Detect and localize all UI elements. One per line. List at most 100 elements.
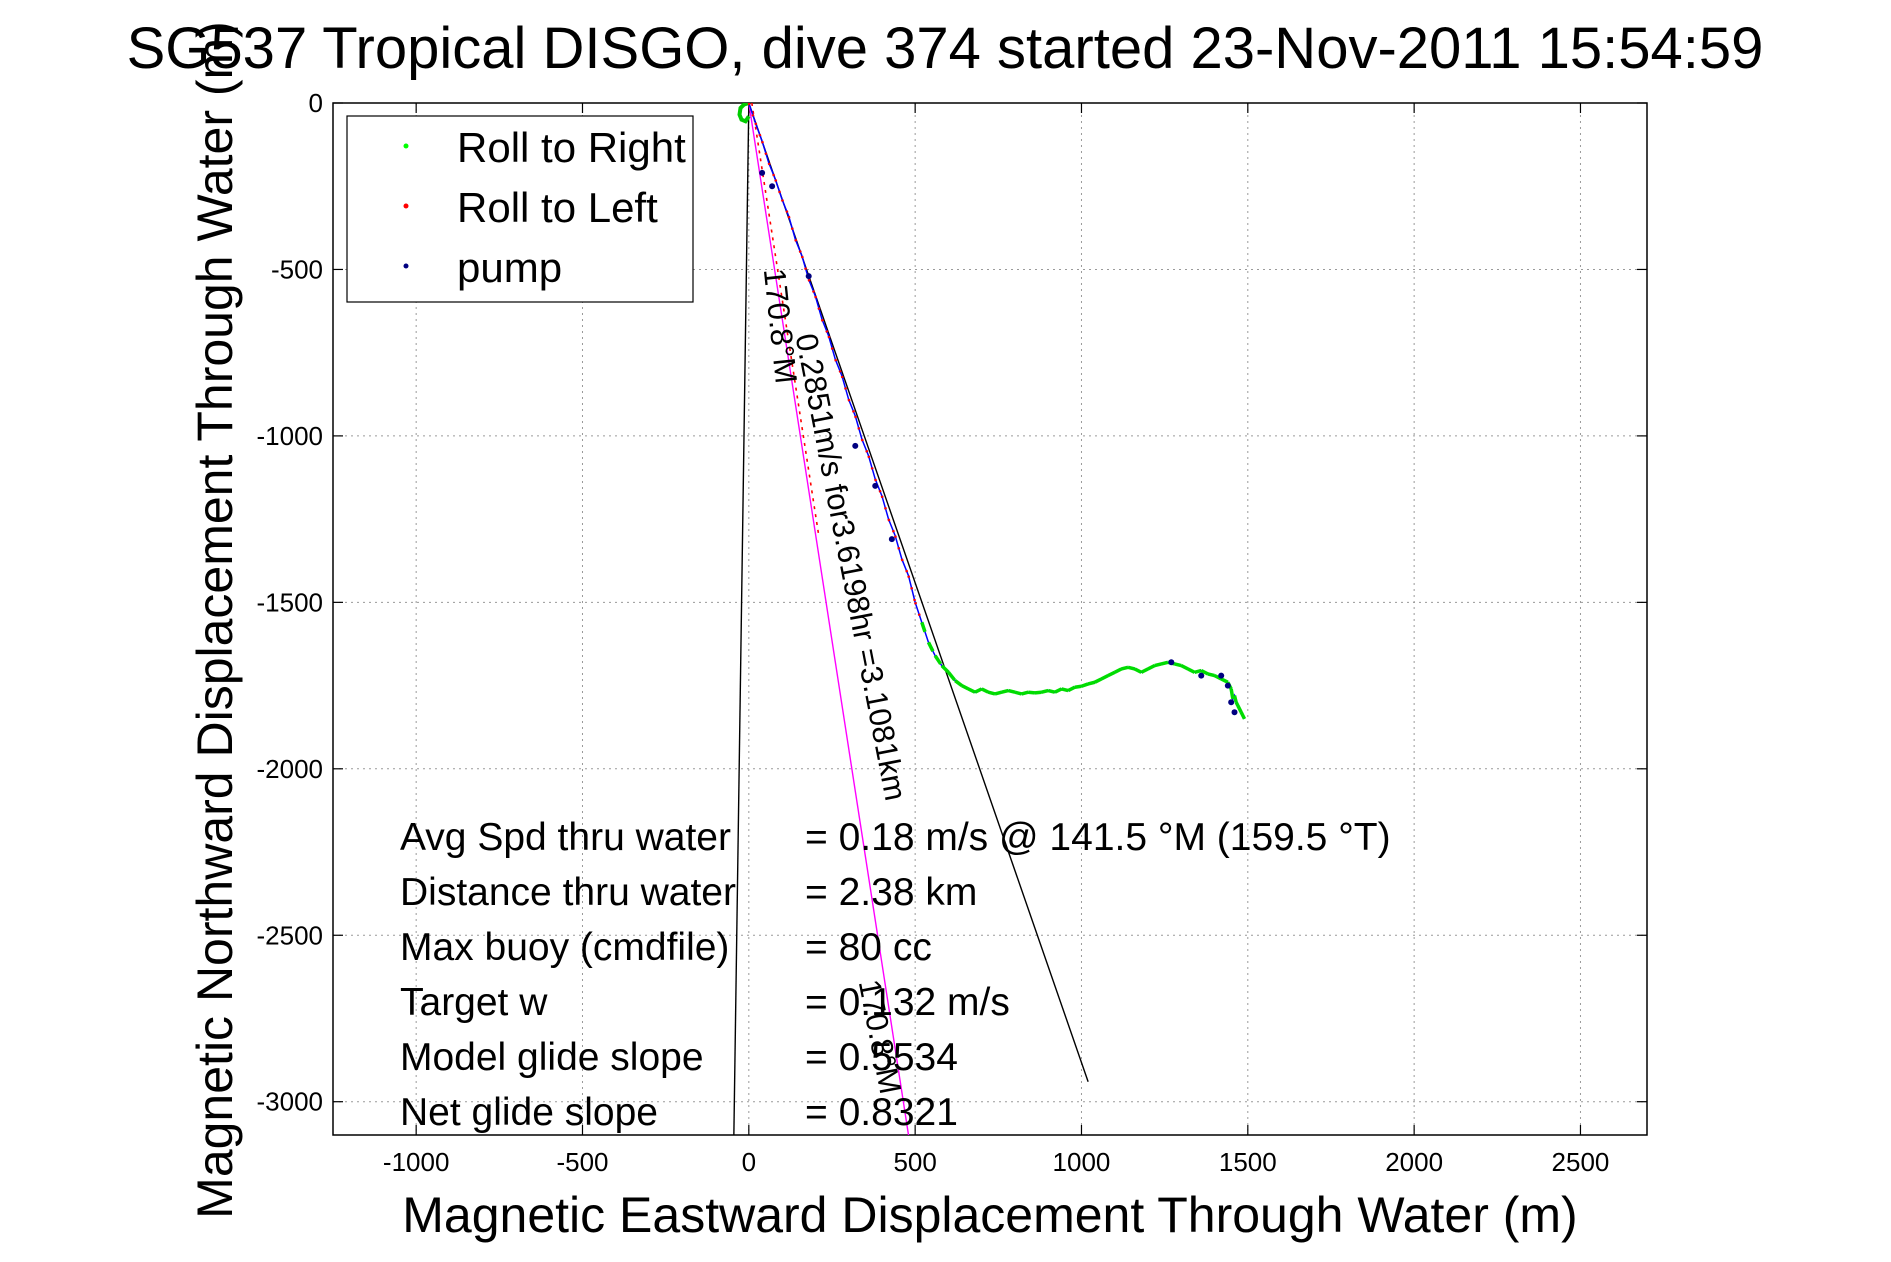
pump-point	[1231, 709, 1238, 716]
chart-title: SG537 Tropical DISGO, dive 374 started 2…	[127, 16, 1764, 81]
x-tick-label: 2500	[1552, 1147, 1610, 1177]
stat-value: = 0.8321	[805, 1091, 958, 1134]
stat-label: Distance thru water	[400, 871, 736, 914]
roll-right-segment	[1160, 660, 1169, 666]
tick-layer: -1000 -500 0 500 1000 1500 2000 2500 0 -500 -1000 -…	[257, 88, 1647, 1177]
roll-right-segment	[1041, 688, 1049, 694]
roll-right-segment	[1034, 690, 1042, 695]
stat-value: = 0.18 m/s @ 141.5 °M (159.5 °T)	[805, 816, 1391, 859]
roll-right-segment	[933, 654, 944, 667]
annotation-layer: 0.2851m/s for3.6198hr =3.1081km170.8°M17…	[757, 267, 914, 1097]
roll-right-segment	[1047, 688, 1056, 694]
roll-right-segment	[1234, 701, 1240, 707]
stat-label: Avg Spd thru water	[400, 816, 731, 859]
legend-marker	[403, 263, 409, 269]
roll-right-segment	[1087, 680, 1096, 686]
roll-right-segment	[987, 690, 996, 696]
stat-label: Max buoy (cmdfile)	[400, 926, 729, 969]
roll-right-segment	[1147, 664, 1156, 671]
pump-point	[1198, 672, 1205, 679]
roll-right-segment	[1180, 664, 1189, 671]
roll-right-segment	[1236, 704, 1243, 713]
roll-left-segment	[854, 415, 864, 440]
y-tick-label: -2500	[257, 920, 324, 950]
roll-right-segment	[1028, 690, 1036, 695]
pump-point	[1168, 659, 1175, 666]
roll-right-segment	[1021, 690, 1029, 696]
pump-point	[1224, 682, 1231, 689]
stat-label: Net glide slope	[400, 1091, 658, 1134]
roll-right-segment	[947, 671, 957, 682]
roll-right-segment	[1094, 677, 1103, 684]
roll-right-segment	[1061, 687, 1069, 693]
x-tick-label: 500	[893, 1147, 936, 1177]
roll-right-segment	[1007, 688, 1016, 694]
annotation-label: 0.2851m/s for3.6198hr =3.1081km	[789, 331, 914, 804]
x-axis-label: Magnetic Eastward Displacement Through W…	[402, 1187, 1577, 1243]
legend: Roll to Right Roll to Left pump	[346, 115, 694, 303]
roll-right-segment	[920, 621, 931, 643]
stat-value: = 0.5534	[805, 1036, 958, 1079]
pump-point	[805, 273, 812, 280]
grid-layer	[333, 102, 1647, 1135]
roll-right-segment	[1014, 690, 1023, 696]
reference-line	[748, 103, 910, 1135]
legend-marker	[403, 143, 409, 149]
roll-right-segment	[1194, 668, 1202, 674]
roll-left-segment	[800, 255, 810, 280]
pump-point	[852, 442, 859, 449]
roll-left-segment	[827, 335, 837, 360]
x-tick-label: 1000	[1053, 1147, 1111, 1177]
surface-loop	[737, 103, 751, 124]
roll-right-segment	[1074, 684, 1082, 689]
roll-right-segment	[954, 679, 963, 687]
roll-right-segment	[1174, 662, 1182, 668]
y-tick-label: -1500	[257, 587, 324, 617]
roll-right-segment	[940, 664, 950, 674]
roll-left-segment	[787, 215, 797, 240]
x-tick-label: 0	[742, 1147, 756, 1177]
y-axis-label: Magnetic Northward Displacement Through …	[187, 21, 243, 1219]
roll-right-segment	[1232, 695, 1238, 703]
roll-left-segment	[907, 575, 917, 603]
stat-value: = 2.38 km	[805, 871, 977, 914]
roll-right-segment	[967, 687, 976, 694]
stat-label: Model glide slope	[400, 1036, 704, 1079]
x-tick-label: 2000	[1385, 1147, 1443, 1177]
roll-right-segment	[1120, 665, 1129, 671]
y-tick-label: -500	[271, 254, 323, 284]
roll-right-segment	[1054, 687, 1063, 694]
pump-point	[769, 183, 776, 190]
roll-right-segment	[1001, 688, 1009, 694]
roll-right-segment	[1154, 662, 1162, 668]
y-tick-label: 0	[309, 88, 323, 118]
pump-point	[1218, 672, 1225, 679]
roll-right-segment	[926, 641, 937, 657]
roll-right-segment	[1220, 677, 1229, 684]
x-tick-label: 1500	[1219, 1147, 1277, 1177]
reference-line	[733, 103, 750, 1135]
roll-left-segment	[893, 535, 904, 560]
data-layer	[733, 103, 1247, 1135]
roll-right-segment	[980, 687, 990, 694]
roll-right-segment	[960, 684, 970, 691]
roll-right-segment	[1200, 669, 1209, 676]
roll-left-segment	[840, 375, 850, 400]
stat-label: Target w	[400, 981, 548, 1024]
pump-point	[759, 169, 766, 176]
roll-right-segment	[1239, 711, 1247, 720]
roll-right-segment	[994, 690, 1003, 696]
roll-right-segment	[1107, 670, 1116, 678]
roll-right-segment	[1067, 685, 1076, 693]
annotation-label: 170.8°M	[757, 267, 804, 386]
pump-point	[1228, 699, 1235, 706]
roll-left-segment	[814, 295, 824, 320]
y-tick-label: -3000	[257, 1087, 324, 1117]
plot-frame	[332, 102, 1648, 1136]
y-tick-label: -1000	[257, 421, 324, 451]
roll-right-segment	[1140, 667, 1149, 674]
roll-right-segment	[1187, 667, 1196, 674]
roll-left-segment	[867, 455, 877, 480]
roll-right-segment	[1113, 667, 1123, 674]
